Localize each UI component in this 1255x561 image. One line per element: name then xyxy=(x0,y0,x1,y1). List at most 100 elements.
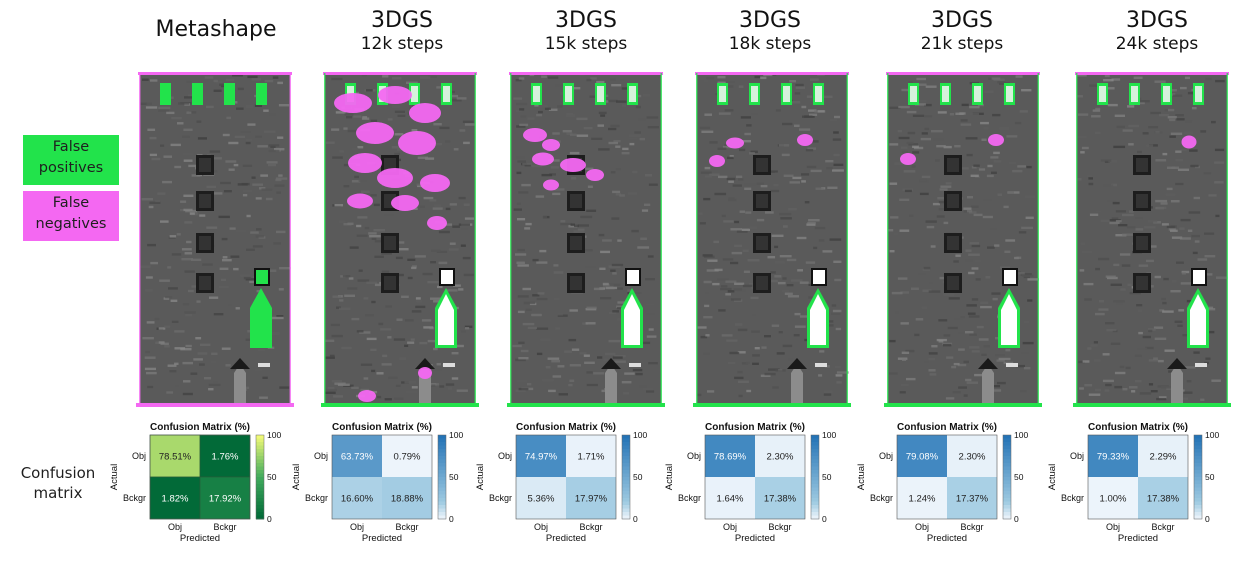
brick-texture xyxy=(1204,273,1213,276)
tower-right-edge xyxy=(846,73,848,405)
brick-texture xyxy=(190,212,195,215)
brick-texture xyxy=(600,297,612,300)
brick-texture xyxy=(1127,283,1132,286)
brick-texture xyxy=(1109,221,1120,225)
brick-texture xyxy=(212,157,222,160)
brick-texture xyxy=(1111,78,1121,81)
brick-texture xyxy=(898,105,910,109)
brick-texture xyxy=(589,95,597,98)
brick-texture xyxy=(957,167,969,170)
brick-texture xyxy=(908,143,919,146)
colorbar-segment xyxy=(1003,491,1011,495)
brick-texture xyxy=(602,239,612,242)
colorbar-segment xyxy=(256,491,264,495)
brick-texture xyxy=(449,90,455,94)
brick-texture xyxy=(1157,206,1167,210)
brick-texture xyxy=(236,107,244,110)
brick-texture xyxy=(1005,239,1016,242)
brick-texture xyxy=(766,170,778,173)
brick-texture xyxy=(778,144,790,147)
brick-texture xyxy=(788,358,793,361)
brick-texture xyxy=(443,223,452,226)
brick-texture xyxy=(582,322,589,325)
cm-xlabel: Predicted xyxy=(362,533,402,544)
brick-texture xyxy=(1091,115,1101,118)
colorbar-segment xyxy=(622,463,630,467)
brick-texture xyxy=(1022,341,1034,345)
brick-texture xyxy=(898,136,910,140)
brick-texture xyxy=(348,233,359,237)
brick-texture xyxy=(351,180,361,183)
brick-texture xyxy=(174,362,179,365)
brick-texture xyxy=(774,245,779,249)
brick-texture xyxy=(960,119,968,122)
brick-texture xyxy=(593,372,605,375)
brick-texture xyxy=(1191,107,1197,110)
brick-texture xyxy=(1129,291,1141,295)
brick-texture xyxy=(380,328,392,331)
brick-texture xyxy=(699,126,711,129)
brick-texture xyxy=(761,346,767,349)
brick-texture xyxy=(605,286,618,290)
brick-texture xyxy=(190,213,203,217)
brick-texture xyxy=(1136,304,1143,307)
brick-texture xyxy=(191,258,202,261)
brick-texture xyxy=(587,185,593,188)
brick-texture xyxy=(608,339,621,343)
colorbar-segment xyxy=(256,438,264,443)
brick-texture xyxy=(698,212,703,215)
brick-texture xyxy=(723,220,734,223)
brick-texture xyxy=(967,312,976,315)
brick-texture xyxy=(235,330,243,334)
brick-texture xyxy=(1115,210,1126,213)
colorbar-segment xyxy=(256,435,264,439)
brick-texture xyxy=(213,380,219,383)
brick-texture xyxy=(517,218,526,221)
brick-texture xyxy=(1021,89,1032,92)
brick-texture xyxy=(419,341,428,345)
brick-texture xyxy=(208,388,214,391)
brick-texture xyxy=(147,243,156,247)
brick-texture xyxy=(747,259,760,262)
colorbar-segment xyxy=(1194,445,1202,450)
brick-texture xyxy=(407,276,413,280)
battlement-inner xyxy=(910,86,917,102)
brick-texture xyxy=(697,326,707,329)
small-window xyxy=(441,270,453,284)
brick-texture xyxy=(775,172,786,175)
brick-texture xyxy=(701,130,714,133)
brick-texture xyxy=(992,113,1001,117)
brick-texture xyxy=(353,115,362,118)
brick-texture xyxy=(617,301,627,304)
brick-texture xyxy=(515,109,522,113)
brick-texture xyxy=(697,393,702,397)
cm-cell-label: 17.92% xyxy=(209,494,242,505)
brick-texture xyxy=(1088,182,1094,186)
cm-col-label: Obj xyxy=(915,522,929,532)
brick-texture xyxy=(834,278,842,282)
brick-texture xyxy=(1170,229,1178,232)
brick-texture xyxy=(165,295,173,299)
cm-cell-label: 1.64% xyxy=(717,494,744,505)
brick-texture xyxy=(737,380,749,383)
brick-texture xyxy=(993,151,1000,155)
brick-texture xyxy=(996,359,1005,362)
brick-texture xyxy=(984,90,994,93)
cm-border xyxy=(515,434,617,520)
brick-texture xyxy=(961,103,969,107)
tower-right-edge xyxy=(1226,73,1228,405)
brick-texture xyxy=(574,224,579,228)
brick-texture xyxy=(550,166,559,169)
brick-texture xyxy=(242,194,248,197)
brick-texture xyxy=(786,284,794,287)
brick-texture xyxy=(804,222,809,225)
cm-cell xyxy=(566,477,616,519)
brick-texture xyxy=(1111,183,1118,187)
brick-texture xyxy=(369,235,381,238)
brick-texture xyxy=(1077,178,1082,181)
brick-texture xyxy=(901,351,910,354)
tower-window-grill xyxy=(570,276,582,290)
brick-texture xyxy=(374,255,384,258)
brick-texture xyxy=(536,327,549,330)
brick-texture xyxy=(1106,87,1115,90)
